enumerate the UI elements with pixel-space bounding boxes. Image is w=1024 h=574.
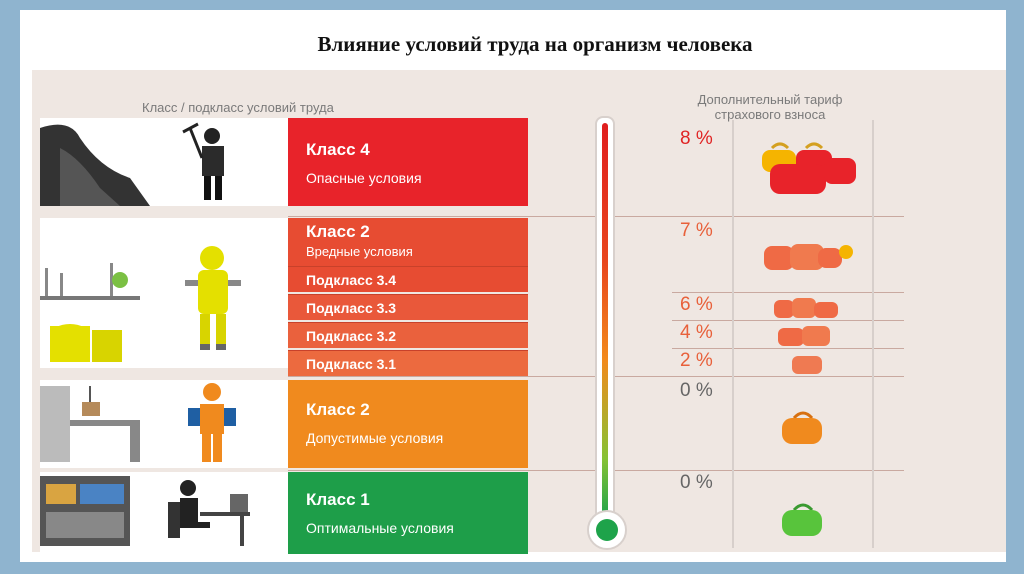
purse-icon [782,411,822,444]
class-4-desc: Опасные условия [306,170,422,186]
illustration-class1 [40,472,288,554]
tariff-column [732,120,874,548]
purse-icon [792,356,822,374]
slide: Влияние условий труда на организм челове… [20,10,1006,562]
thermometer-icon [595,116,615,520]
left-column-header: Класс / подкласс условий труда [142,100,334,115]
class-1-label: Класс 1 [306,490,370,509]
right-column-header: Дополнительный тариф страхового взноса [660,92,880,122]
right-header-line2: страхового взноса [714,107,826,122]
subclass-3-4: Подкласс 3.4 [288,266,528,292]
slide-title: Влияние условий труда на организм челове… [317,32,753,56]
purse-icon [778,326,830,346]
class-2-band: Класс 2 Допустимые условия [288,380,528,468]
subclass-3-2: Подкласс 3.2 [288,322,528,348]
thermometer-bulb [587,510,627,550]
class-3-desc: Вредные условия [306,244,413,259]
tariff-class-1: 0 % [680,472,713,493]
purse-icon [774,298,838,318]
tariff-subclass-3-2: 4 % [680,322,713,343]
subclass-3-1: Подкласс 3.1 [288,350,528,376]
purse-icon [782,503,822,536]
divider [672,348,904,349]
miner-icon [40,122,224,206]
hazmat-worker-icon [40,246,241,362]
class-1-desc: Оптимальные условия [306,520,454,536]
illustration-class4 [40,118,288,206]
divider [672,320,904,321]
class-4-band: Класс 4 Опасные условия [288,118,528,206]
infographic: Класс / подкласс условий труда Дополните… [32,70,1006,554]
builder-icon [40,383,236,462]
class-2-label: Класс 2 [306,400,370,419]
right-header-line1: Дополнительный тариф [697,92,843,107]
tariff-subclass-3-3: 6 % [680,294,713,315]
class-2-desc: Допустимые условия [306,430,444,446]
tariff-class-4: 8 % [680,128,713,149]
illustration-class2 [40,380,288,468]
divider [672,292,904,293]
purse-icon [764,244,853,270]
class-3-label: Класс 2 [306,222,370,241]
illustration-class3 [40,218,288,368]
tariff-subclass-3-1: 2 % [680,350,713,371]
office-worker-icon [40,476,250,546]
tariff-subclass-3-4: 7 % [680,220,713,241]
subclass-3-3: Подкласс 3.3 [288,294,528,320]
tariff-class-2: 0 % [680,380,713,401]
class-1-band: Класс 1 Оптимальные условия [288,472,528,554]
class-4-label: Класс 4 [306,140,370,159]
purse-icon [762,142,856,194]
